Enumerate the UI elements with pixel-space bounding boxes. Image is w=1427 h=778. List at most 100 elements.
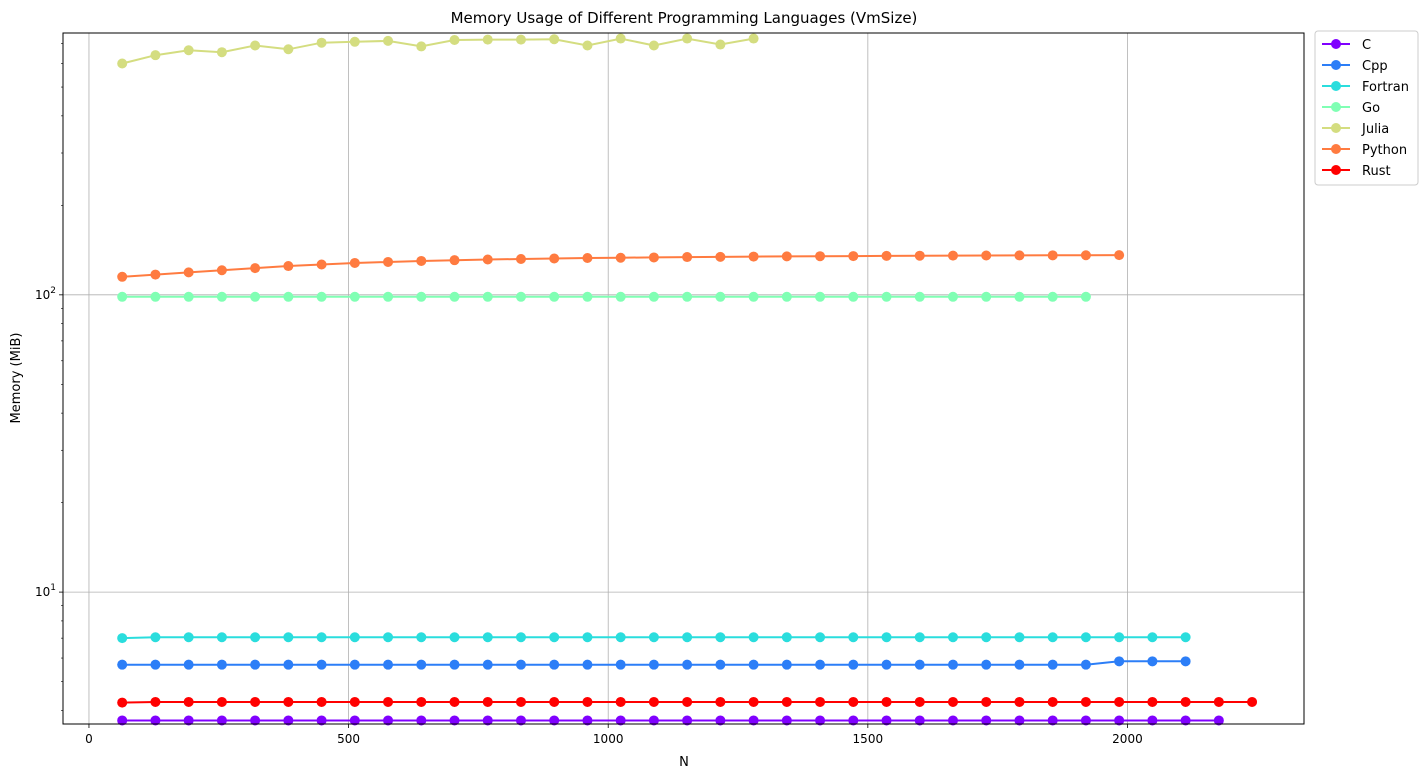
data-point <box>682 632 693 643</box>
data-point <box>1047 632 1058 643</box>
data-point <box>216 715 227 726</box>
data-point <box>682 33 693 44</box>
data-point <box>682 715 693 726</box>
data-point <box>283 291 294 302</box>
data-point <box>981 659 992 670</box>
x-tick-label: 1000 <box>593 732 624 746</box>
legend-marker <box>1331 60 1341 70</box>
data-point <box>515 632 526 643</box>
data-point <box>1147 715 1158 726</box>
data-point <box>150 269 161 280</box>
data-point <box>383 35 394 46</box>
data-point <box>781 632 792 643</box>
series-layer <box>117 33 1258 726</box>
data-point <box>416 255 427 266</box>
data-point <box>1180 632 1191 643</box>
data-point <box>1014 250 1025 261</box>
data-point <box>715 291 726 302</box>
series-julia <box>117 33 759 69</box>
data-point <box>715 251 726 262</box>
data-point <box>1014 659 1025 670</box>
data-point <box>1180 715 1191 726</box>
data-point <box>815 632 826 643</box>
data-point <box>1047 715 1058 726</box>
data-point <box>449 291 460 302</box>
data-point <box>449 34 460 45</box>
data-point <box>1213 696 1224 707</box>
data-point <box>383 256 394 267</box>
data-point <box>1014 291 1025 302</box>
legend-item-rust: Rust <box>1322 164 1391 179</box>
data-point <box>117 633 128 644</box>
data-point <box>947 715 958 726</box>
data-point <box>1114 696 1125 707</box>
data-point <box>748 632 759 643</box>
data-point <box>250 696 261 707</box>
legend-item-julia: Julia <box>1322 122 1389 137</box>
legend-label: Cpp <box>1362 59 1388 74</box>
data-point <box>515 253 526 264</box>
data-point <box>715 715 726 726</box>
data-point <box>349 696 360 707</box>
data-point <box>283 696 294 707</box>
data-point <box>648 659 659 670</box>
data-point <box>283 44 294 55</box>
data-point <box>150 50 161 61</box>
data-point <box>216 291 227 302</box>
data-point <box>316 291 327 302</box>
data-point <box>682 252 693 263</box>
data-point <box>250 291 261 302</box>
data-point <box>117 715 128 726</box>
data-point <box>648 252 659 263</box>
data-point <box>482 659 493 670</box>
data-point <box>648 696 659 707</box>
data-point <box>748 659 759 670</box>
data-point <box>515 291 526 302</box>
data-point <box>848 659 859 670</box>
data-point <box>615 252 626 263</box>
legend-label: Go <box>1362 101 1380 116</box>
data-point <box>349 632 360 643</box>
data-point <box>582 40 593 51</box>
data-point <box>250 632 261 643</box>
data-point <box>150 715 161 726</box>
legend-label: C <box>1362 38 1371 53</box>
data-point <box>316 696 327 707</box>
data-point <box>383 632 394 643</box>
data-point <box>183 659 194 670</box>
data-point <box>615 291 626 302</box>
data-point <box>1047 291 1058 302</box>
data-point <box>682 291 693 302</box>
data-point <box>848 715 859 726</box>
data-point <box>715 632 726 643</box>
data-point <box>316 715 327 726</box>
data-point <box>1047 659 1058 670</box>
legend-label: Julia <box>1361 122 1389 137</box>
data-point <box>183 632 194 643</box>
data-point <box>781 715 792 726</box>
data-point <box>682 696 693 707</box>
data-point <box>781 251 792 262</box>
x-tick-label: 1500 <box>853 732 884 746</box>
data-point <box>848 632 859 643</box>
data-point <box>715 39 726 50</box>
legend-item-c: C <box>1322 38 1371 53</box>
data-point <box>715 696 726 707</box>
data-point <box>283 261 294 272</box>
data-point <box>848 291 859 302</box>
data-point <box>449 659 460 670</box>
data-point <box>815 659 826 670</box>
data-point <box>615 632 626 643</box>
data-point <box>216 265 227 276</box>
data-point <box>582 659 593 670</box>
legend-frame <box>1314 30 1419 186</box>
data-point <box>881 659 892 670</box>
data-point <box>848 251 859 262</box>
data-point <box>947 632 958 643</box>
data-point <box>1114 632 1125 643</box>
legend-item-python: Python <box>1322 143 1407 158</box>
data-point <box>1014 715 1025 726</box>
data-point <box>416 696 427 707</box>
data-point <box>183 291 194 302</box>
data-point <box>914 715 925 726</box>
